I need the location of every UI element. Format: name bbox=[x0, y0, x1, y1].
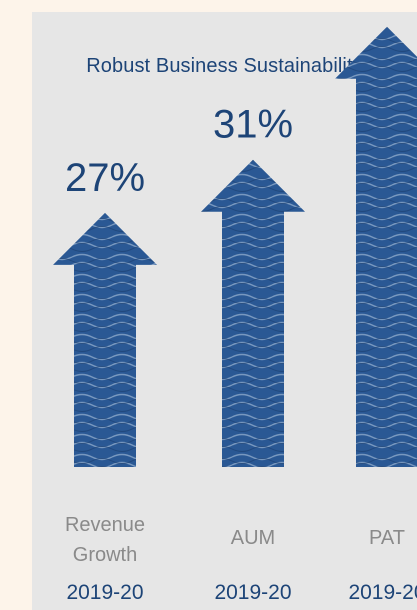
category-label-1-line-1: Revenue bbox=[65, 514, 145, 536]
bar-arrow-1 bbox=[53, 212, 157, 467]
category-label-1-line-2: Growth bbox=[73, 544, 137, 566]
category-label-2: AUM bbox=[231, 527, 275, 549]
period-label-1: 2019-20 bbox=[66, 581, 143, 604]
category-label-3: PAT bbox=[369, 527, 405, 549]
value-label-3: 41% bbox=[347, 12, 417, 14]
bar-arrow-3 bbox=[335, 26, 417, 467]
value-label-2: 31% bbox=[213, 103, 293, 147]
period-label-2: 2019-20 bbox=[214, 581, 291, 604]
chart-panel: Robust Business Sustainability 27% Revenu… bbox=[32, 12, 417, 610]
period-label-3: 2019-20 bbox=[348, 581, 417, 604]
bar-arrow-2 bbox=[201, 159, 305, 467]
chart-title: Robust Business Sustainability bbox=[86, 55, 363, 77]
value-label-1: 27% bbox=[65, 156, 145, 200]
arrow-bar-chart: 27% Revenue Growth 2019-20 31% AUM 2019-20 41% P… bbox=[53, 12, 417, 604]
